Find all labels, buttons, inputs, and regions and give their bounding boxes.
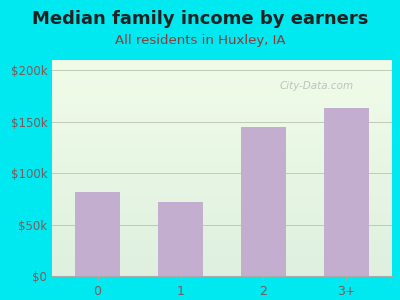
- Text: Median family income by earners: Median family income by earners: [32, 11, 368, 28]
- Text: All residents in Huxley, IA: All residents in Huxley, IA: [115, 34, 285, 47]
- Bar: [158, 202, 203, 276]
- Text: City-Data.com: City-Data.com: [280, 81, 354, 91]
- Bar: [241, 127, 286, 276]
- Bar: [324, 108, 369, 276]
- Bar: [75, 192, 120, 276]
